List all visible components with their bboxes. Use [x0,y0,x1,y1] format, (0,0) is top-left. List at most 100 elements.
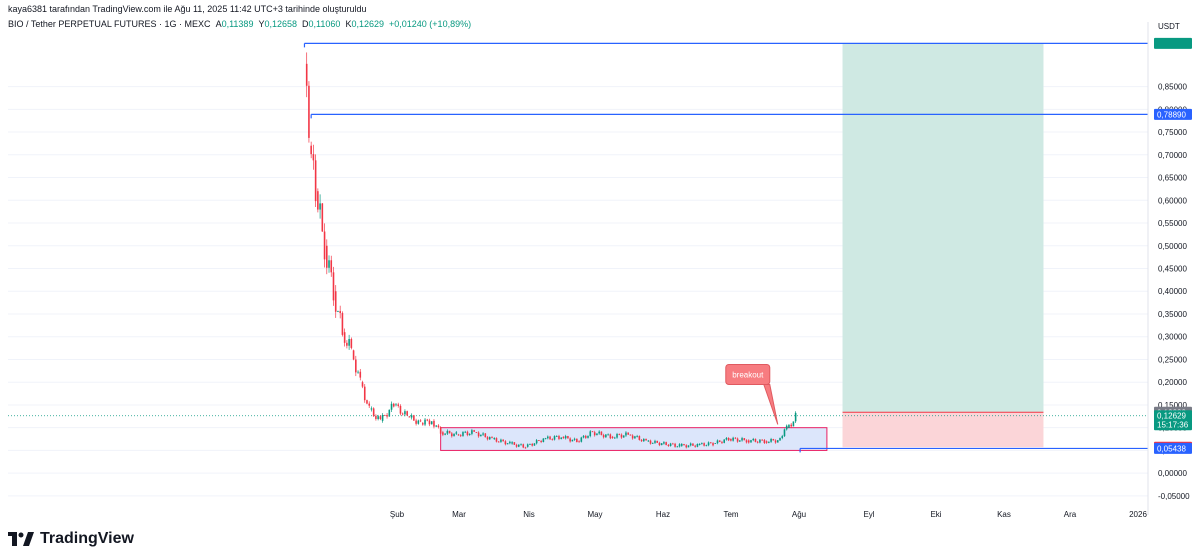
candle-body [435,425,437,427]
candle-body [591,431,594,433]
tradingview-logo-text: TradingView [40,530,134,547]
close-label: K [345,19,352,29]
candle-body [366,400,368,404]
candle-body [428,420,431,425]
candle-body [475,432,478,434]
candle-body [488,437,491,440]
price-labels: 0,133830,1262915:17:360,057090,054380,78… [1154,37,1192,454]
y-axis: 0,850000,800000,750000,700000,650000,600… [1147,22,1190,515]
candle-body [506,443,509,445]
candle-body [687,445,690,448]
candle-body [515,444,518,447]
candle-body [584,435,587,438]
candle-body [788,424,790,428]
tradingview-logo[interactable]: TradingView [8,530,134,548]
y-tick-label: 0,85000 [1158,83,1187,92]
candle-body [497,441,500,443]
candle-body [743,438,746,441]
annotation-callout [725,363,771,385]
candle-body [462,432,464,436]
candle-body [774,440,777,443]
candle-body [651,442,654,444]
symbol-title[interactable]: BIO / Tether PERPETUAL FUTURES · 1G · ME… [8,19,211,29]
candle-body [477,432,480,437]
candle-body [542,438,545,442]
candle-body [564,436,567,439]
price-label-box [1154,410,1192,431]
candle-body [622,435,625,438]
x-tick-label: Mar [452,510,466,519]
candle-body [718,440,721,442]
candle-body [421,423,424,425]
candle-body [346,342,348,346]
candle-body [730,439,732,441]
price-label-countdown: 15:17:36 [1157,421,1189,430]
candle-body [627,432,629,435]
profit-zone [842,43,1044,413]
candle-body [660,443,663,446]
candle-body [517,444,520,447]
price-label-box [1154,108,1192,120]
candle-body [571,439,574,442]
candle-body [509,441,511,444]
candle-body [325,245,328,268]
y-tick-label: 0,35000 [1158,310,1187,319]
price-label-text: 0,12629 [1157,412,1186,421]
candle-body [453,433,455,437]
candle-body [551,439,554,441]
y-tick-label: 0,15000 [1158,401,1187,410]
candle-body [540,441,542,442]
candle-body [698,443,701,445]
y-tick-label: 0,55000 [1158,219,1187,228]
candle-body [433,420,435,427]
candle-body [448,430,451,434]
currency-unit[interactable]: USDT [1158,22,1180,31]
candle-body [625,432,627,436]
x-tick-label: Tem [723,510,738,519]
y-tick-label: 0,40000 [1158,287,1187,296]
y-tick-label: 0,25000 [1158,355,1187,364]
candle-body [384,415,386,416]
candle-body [707,442,710,446]
y-tick-label: 0,75000 [1158,128,1187,137]
candle-body [359,371,362,378]
candle-body [305,63,308,86]
candle-body [524,447,527,449]
y-tick-label: 0,65000 [1158,174,1187,183]
candle-body [792,421,795,427]
x-tick-label: Nis [523,510,535,519]
price-label-text: 0,05438 [1157,444,1186,453]
x-tick-label: Eki [930,510,941,519]
candle-body [417,420,420,424]
candle-body [310,145,312,155]
candle-body [531,443,533,446]
candle-body [482,433,484,435]
x-tick-label: May [587,510,602,519]
candle-body [317,191,319,210]
candle-body [419,420,422,422]
candle-body [649,440,652,444]
candle-body [495,438,498,442]
candle-body [408,416,411,418]
high-value: 0,12658 [264,19,298,29]
candle-body [582,435,585,438]
y-tick-label: -0,05000 [1158,492,1190,501]
close-value: 0,12629 [351,19,384,29]
candle-body [379,416,382,419]
y-tick-label: 0,00000 [1158,469,1187,478]
candle-body [555,436,558,437]
candle-body [484,433,487,438]
price-chart[interactable]: breakout0,850000,800000,750000,700000,65… [0,0,1200,525]
candle-body [459,435,462,437]
candle-body [377,416,379,419]
candle-body [752,438,755,441]
candle-body [779,438,781,441]
candle-body [361,382,364,387]
symbol-legend: BIO / Tether PERPETUAL FUTURES · 1G · ME… [8,19,471,29]
candle-body [328,260,330,268]
y-tick-label: 0,30000 [1158,333,1187,342]
candle-body [502,439,504,442]
candle-body [725,437,728,440]
x-tick-label: 2026 [1129,510,1147,519]
candle-body [674,443,676,447]
